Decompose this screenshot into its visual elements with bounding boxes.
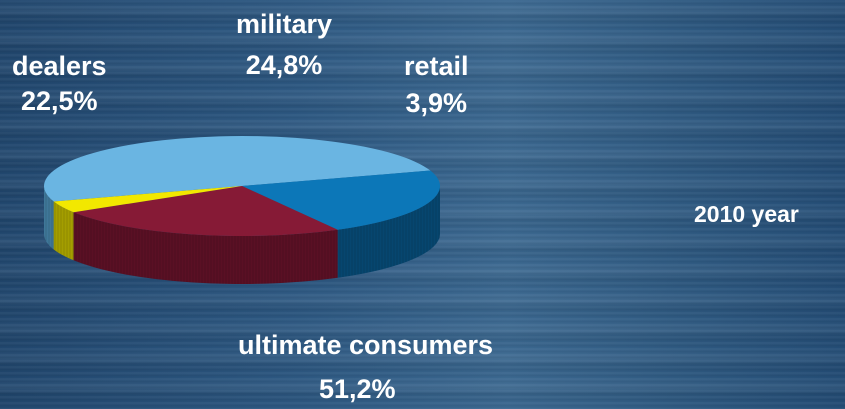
label-retail: retail 3,9% bbox=[404, 53, 469, 117]
pie-side-dealers bbox=[337, 186, 440, 278]
pie-side-ultimate-consumers bbox=[44, 186, 54, 250]
chart-subtitle: 2010 year bbox=[694, 201, 799, 227]
pie-side-texture bbox=[45, 191, 440, 284]
label-ultimate-consumers-name: ultimate consumers bbox=[238, 330, 494, 360]
label-retail-value: 3,9% bbox=[405, 88, 468, 118]
label-dealers: dealers 22,5% bbox=[12, 53, 107, 115]
value-ultimate-consumers: 51,2% bbox=[319, 374, 396, 404]
pie-side-military bbox=[73, 212, 338, 284]
label-dealers-name: dealers bbox=[12, 51, 107, 81]
pie-side-retail bbox=[53, 201, 74, 261]
label-military: military 24,8% bbox=[236, 11, 332, 79]
pie-sides bbox=[44, 186, 440, 284]
label-military-value: 24,8% bbox=[245, 50, 323, 80]
label-retail-name: retail bbox=[404, 51, 469, 81]
pie-slice-military bbox=[73, 186, 338, 237]
pie-slice-retail bbox=[53, 186, 242, 213]
pie-slice-ultimate-consumers bbox=[43, 135, 431, 202]
pie-slice-dealers bbox=[242, 170, 441, 230]
label-military-name: military bbox=[236, 9, 333, 39]
label-dealers-value: 22,5% bbox=[21, 86, 98, 116]
label-ultimate-consumers: ultimate consumers bbox=[238, 332, 493, 359]
pie-slices bbox=[43, 135, 441, 237]
